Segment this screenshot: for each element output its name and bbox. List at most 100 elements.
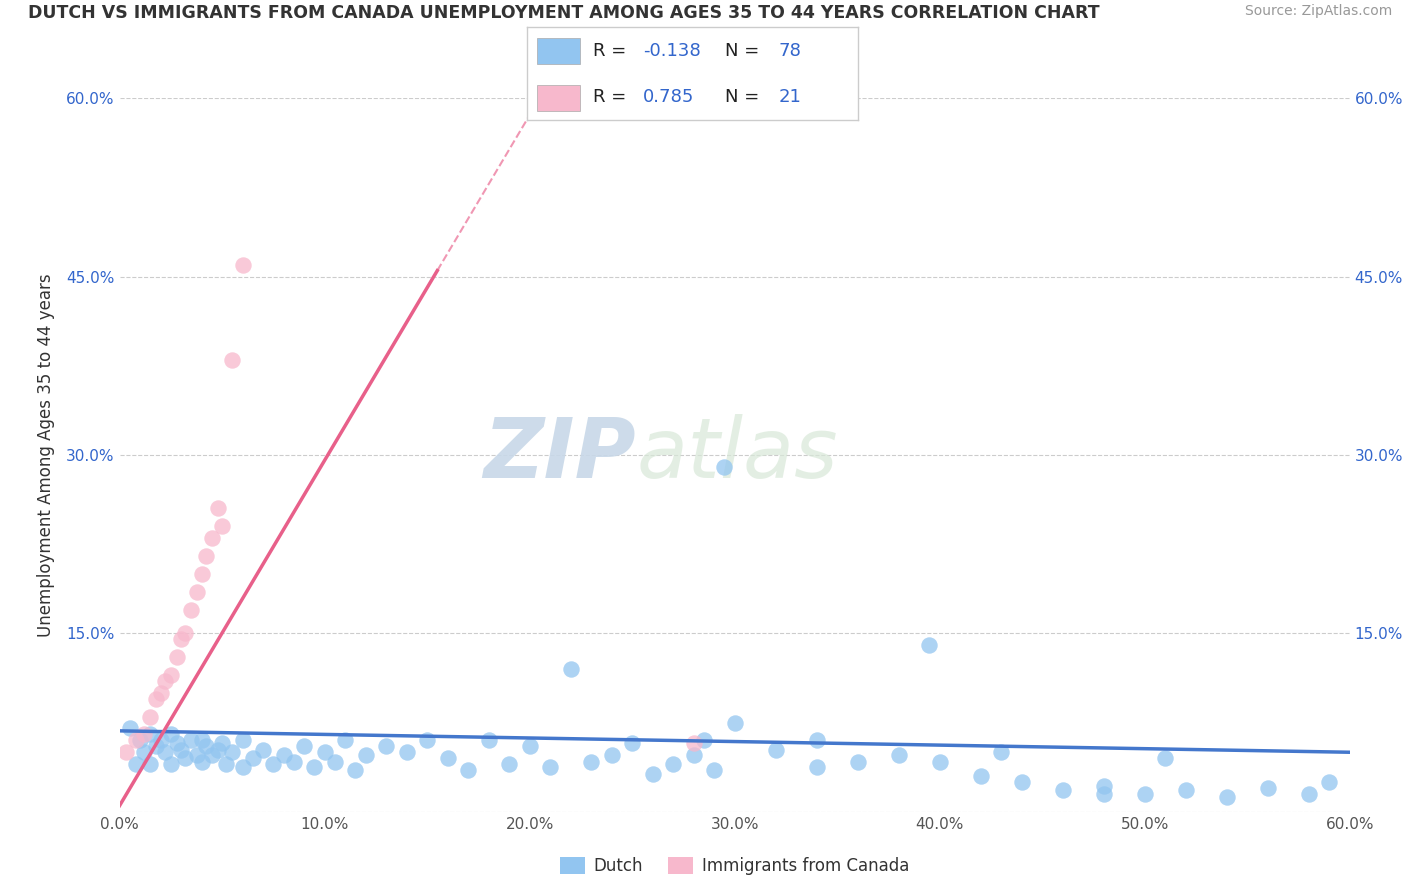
Point [186, 584, 208, 599]
Point [1174, 783, 1197, 797]
Point [166, 736, 188, 750]
Point [693, 733, 716, 747]
Text: 78: 78 [779, 42, 801, 60]
Point [519, 739, 541, 754]
Text: 0.785: 0.785 [643, 88, 695, 106]
Text: N =: N = [725, 42, 765, 60]
Point [252, 743, 274, 757]
Point [560, 662, 582, 676]
Point [1154, 751, 1177, 765]
Point [1092, 779, 1115, 793]
Point [145, 739, 167, 754]
Point [159, 757, 181, 772]
Point [641, 766, 664, 780]
Point [1011, 775, 1033, 789]
Point [145, 691, 167, 706]
Point [1317, 775, 1340, 789]
Point [323, 755, 346, 769]
Point [662, 757, 685, 772]
Point [498, 757, 520, 772]
Text: DUTCH VS IMMIGRANTS FROM CANADA UNEMPLOYMENT AMONG AGES 35 TO 44 YEARS CORRELATI: DUTCH VS IMMIGRANTS FROM CANADA UNEMPLOY… [28, 4, 1099, 22]
Point [354, 747, 377, 762]
Point [806, 733, 828, 747]
Point [970, 769, 993, 783]
Text: -0.138: -0.138 [643, 42, 700, 60]
Point [132, 727, 156, 741]
Point [436, 751, 458, 765]
Point [283, 755, 305, 769]
Text: ZIP: ZIP [484, 415, 636, 495]
Point [375, 739, 398, 754]
FancyBboxPatch shape [537, 85, 581, 111]
Point [190, 755, 212, 769]
Point [846, 755, 869, 769]
Point [1092, 787, 1115, 801]
Text: R =: R = [593, 88, 633, 106]
Point [211, 519, 233, 533]
Point [600, 747, 623, 762]
Point [273, 747, 295, 762]
Point [703, 763, 725, 777]
Point [395, 745, 418, 759]
Point [159, 668, 181, 682]
Text: R =: R = [593, 42, 633, 60]
Point [918, 638, 941, 652]
Point [149, 733, 172, 747]
Point [304, 759, 326, 773]
Point [231, 258, 254, 272]
Point [416, 733, 439, 747]
Text: Source: ZipAtlas.com: Source: ZipAtlas.com [1244, 4, 1392, 19]
Point [194, 739, 217, 754]
Point [180, 733, 202, 747]
Point [1298, 787, 1320, 801]
Point [190, 566, 212, 581]
Point [713, 459, 735, 474]
Point [621, 736, 644, 750]
Point [170, 743, 193, 757]
Point [765, 743, 787, 757]
Point [139, 757, 162, 772]
Point [139, 709, 162, 723]
Point [166, 650, 188, 665]
Point [207, 501, 229, 516]
Point [139, 727, 162, 741]
Point [887, 747, 910, 762]
Point [231, 759, 254, 773]
Point [682, 747, 704, 762]
Point [125, 757, 148, 772]
FancyBboxPatch shape [537, 38, 581, 64]
Text: atlas: atlas [636, 415, 838, 495]
Point [190, 733, 212, 747]
Text: 21: 21 [779, 88, 801, 106]
Point [538, 759, 561, 773]
Point [344, 763, 367, 777]
Point [579, 755, 602, 769]
Point [170, 632, 193, 647]
Point [149, 686, 172, 700]
Point [153, 673, 176, 688]
Point [114, 745, 136, 759]
Point [457, 763, 479, 777]
Point [333, 733, 356, 747]
Point [153, 745, 176, 759]
Point [1133, 787, 1156, 801]
Point [221, 745, 243, 759]
Y-axis label: Unemployment Among Ages 35 to 44 years: Unemployment Among Ages 35 to 44 years [37, 273, 55, 637]
Point [201, 747, 224, 762]
Point [207, 743, 229, 757]
Point [314, 745, 336, 759]
Point [478, 733, 501, 747]
Point [1052, 783, 1074, 797]
Point [211, 736, 233, 750]
Point [231, 733, 254, 747]
Point [990, 745, 1012, 759]
Point [262, 757, 284, 772]
Point [186, 747, 208, 762]
Point [724, 715, 747, 730]
Point [242, 751, 264, 765]
Point [118, 722, 141, 736]
Point [201, 531, 224, 545]
Point [129, 733, 152, 747]
Point [132, 745, 156, 759]
Point [174, 751, 197, 765]
